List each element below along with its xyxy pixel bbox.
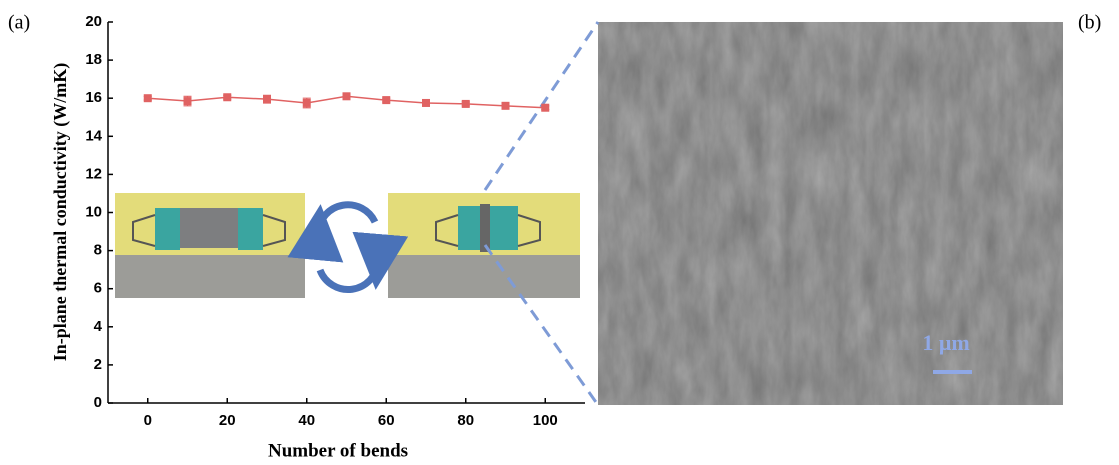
y-tick-label: 10 xyxy=(85,203,102,220)
data-point xyxy=(263,95,271,103)
data-point xyxy=(422,99,430,107)
y-tick-label: 6 xyxy=(94,280,102,297)
cycle-arrow xyxy=(318,205,375,232)
y-tick-label: 4 xyxy=(94,318,103,335)
data-point xyxy=(343,92,351,100)
x-tick-label: 20 xyxy=(219,412,236,429)
bend-photo xyxy=(388,193,580,298)
data-point xyxy=(144,94,152,102)
x-tick-label: 0 xyxy=(144,412,152,429)
data-point xyxy=(223,93,231,101)
y-tick-label: 2 xyxy=(94,356,102,373)
data-point xyxy=(541,104,549,112)
y-tick-label: 18 xyxy=(85,51,102,68)
figure: (a) (b) 1 μm Number of bends In-plane th… xyxy=(0,0,1119,465)
x-tick-label: 100 xyxy=(533,412,558,429)
y-tick-label: 16 xyxy=(85,89,102,106)
bend-photo xyxy=(115,193,305,298)
panel-label: (a) xyxy=(8,12,30,34)
x-tick-label: 80 xyxy=(457,412,474,429)
x-axis-title: Number of bends xyxy=(268,440,408,461)
data-point xyxy=(303,99,311,107)
y-tick-label: 0 xyxy=(94,394,102,411)
y-tick-label: 12 xyxy=(85,165,102,182)
scale-bar-label: 1 μm xyxy=(922,330,969,355)
data-point xyxy=(382,96,390,104)
y-axis-title: In-plane thermal conductivity (W/mK) xyxy=(50,63,71,362)
data-point xyxy=(462,100,470,108)
x-tick-label: 40 xyxy=(298,412,315,429)
sem-texture xyxy=(598,22,1063,405)
data-point xyxy=(184,97,192,105)
y-tick-label: 8 xyxy=(94,242,102,259)
y-tick-label: 20 xyxy=(85,13,102,30)
data-point xyxy=(502,102,510,110)
x-tick-label: 60 xyxy=(378,412,395,429)
panel-label: (b) xyxy=(1078,12,1101,34)
y-tick-label: 14 xyxy=(85,127,102,144)
cycle-arrow xyxy=(320,262,378,290)
